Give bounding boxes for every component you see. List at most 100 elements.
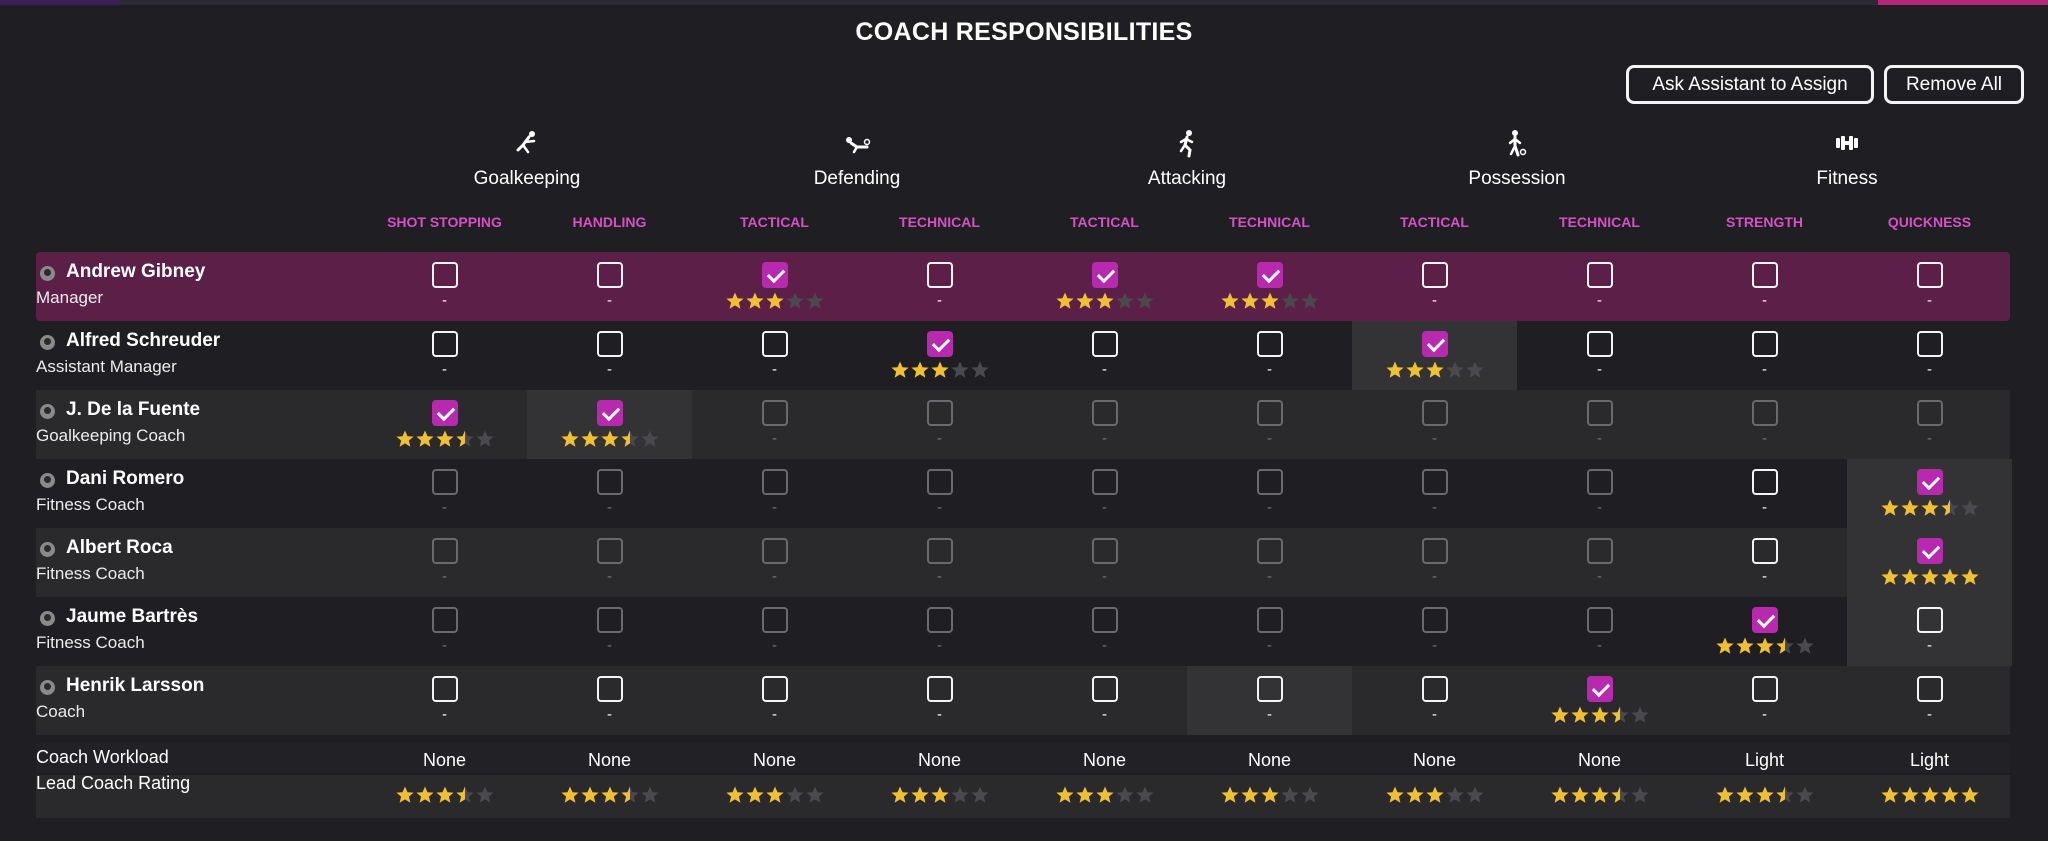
no-rating-dash: -	[1762, 361, 1767, 378]
subcategory-header[interactable]: TACTICAL	[1070, 214, 1139, 230]
responsibility-checkbox[interactable]	[1092, 262, 1118, 288]
coach-role: Fitness Coach	[36, 495, 145, 514]
responsibility-checkbox[interactable]	[1752, 331, 1778, 357]
responsibility-checkbox[interactable]	[927, 262, 953, 288]
responsibility-checkbox[interactable]	[1422, 400, 1448, 426]
responsibility-checkbox[interactable]	[927, 469, 953, 495]
responsibility-checkbox[interactable]	[1917, 400, 1943, 426]
responsibility-checkbox[interactable]	[1752, 262, 1778, 288]
responsibility-checkbox[interactable]	[432, 607, 458, 633]
responsibility-checkbox[interactable]	[927, 538, 953, 564]
subcategory-header[interactable]: SHOT STOPPING	[387, 214, 502, 230]
responsibility-checkbox[interactable]	[1257, 262, 1283, 288]
star-icon	[725, 785, 745, 805]
responsibility-checkbox[interactable]	[1587, 607, 1613, 633]
subcategory-header[interactable]: HANDLING	[572, 214, 647, 230]
responsibility-checkbox[interactable]	[1257, 469, 1283, 495]
subcategory-header[interactable]: TECHNICAL	[899, 214, 980, 230]
star-icon	[745, 785, 765, 805]
responsibility-checkbox[interactable]	[1257, 400, 1283, 426]
coach-name[interactable]: Jaume Bartrès	[66, 606, 199, 627]
subcategory-header[interactable]: QUICKNESS	[1887, 214, 1972, 230]
responsibility-checkbox[interactable]	[1587, 262, 1613, 288]
responsibility-checkbox[interactable]	[1917, 676, 1943, 702]
responsibility-checkbox[interactable]	[1587, 469, 1613, 495]
star-icon	[1920, 498, 1940, 518]
responsibility-checkbox[interactable]	[1752, 538, 1778, 564]
responsibility-cell: -	[1352, 390, 1517, 459]
responsibility-checkbox[interactable]	[927, 331, 953, 357]
responsibility-checkbox[interactable]	[1752, 469, 1778, 495]
responsibility-checkbox[interactable]	[597, 676, 623, 702]
responsibility-checkbox[interactable]	[597, 469, 623, 495]
responsibility-checkbox[interactable]	[1422, 676, 1448, 702]
responsibility-checkbox[interactable]	[432, 262, 458, 288]
responsibility-checkbox[interactable]	[1092, 400, 1118, 426]
responsibility-checkbox[interactable]	[597, 262, 623, 288]
coach-name[interactable]: Dani Romero	[66, 468, 185, 489]
responsibility-checkbox[interactable]	[1092, 538, 1118, 564]
responsibility-checkbox[interactable]	[1422, 607, 1448, 633]
responsibility-checkbox[interactable]	[1422, 538, 1448, 564]
responsibility-checkbox[interactable]	[1422, 262, 1448, 288]
responsibility-checkbox[interactable]	[432, 469, 458, 495]
coach-name[interactable]: Henrik Larsson	[66, 675, 205, 696]
responsibility-checkbox[interactable]	[1422, 331, 1448, 357]
responsibility-checkbox[interactable]	[1422, 469, 1448, 495]
responsibility-checkbox[interactable]	[1917, 262, 1943, 288]
responsibility-checkbox[interactable]	[762, 262, 788, 288]
responsibility-checkbox[interactable]	[1917, 538, 1943, 564]
responsibility-checkbox[interactable]	[597, 538, 623, 564]
coach-name[interactable]: J. De la Fuente	[66, 399, 201, 420]
responsibility-checkbox[interactable]	[432, 676, 458, 702]
responsibility-checkbox[interactable]	[1257, 538, 1283, 564]
responsibility-checkbox[interactable]	[1092, 469, 1118, 495]
responsibility-checkbox[interactable]	[762, 538, 788, 564]
empty-star-icon	[1960, 498, 1980, 518]
responsibility-checkbox[interactable]	[432, 538, 458, 564]
responsibility-checkbox[interactable]	[1092, 331, 1118, 357]
subcategory-header[interactable]: TECHNICAL	[1229, 214, 1310, 230]
responsibility-checkbox[interactable]	[432, 400, 458, 426]
subcategory-header[interactable]: STRENGTH	[1726, 214, 1803, 230]
responsibility-checkbox[interactable]	[597, 331, 623, 357]
responsibility-checkbox[interactable]	[1752, 676, 1778, 702]
responsibility-checkbox[interactable]	[762, 676, 788, 702]
ask-assistant-assign-button[interactable]: Ask Assistant to Assign	[1626, 65, 1874, 104]
responsibility-checkbox[interactable]	[1257, 607, 1283, 633]
responsibility-checkbox[interactable]	[762, 607, 788, 633]
responsibility-checkbox[interactable]	[762, 400, 788, 426]
responsibility-checkbox[interactable]	[1917, 331, 1943, 357]
remove-all-button[interactable]: Remove All	[1884, 65, 2024, 104]
responsibility-checkbox[interactable]	[1587, 331, 1613, 357]
responsibility-checkbox[interactable]	[1587, 400, 1613, 426]
star-icon	[1900, 785, 1920, 805]
responsibility-checkbox[interactable]	[1257, 331, 1283, 357]
responsibility-checkbox[interactable]	[1752, 607, 1778, 633]
responsibility-checkbox[interactable]	[597, 607, 623, 633]
responsibility-checkbox[interactable]	[597, 400, 623, 426]
coach-name[interactable]: Albert Roca	[66, 537, 173, 558]
responsibility-checkbox[interactable]	[1752, 400, 1778, 426]
subcategory-header[interactable]: TACTICAL	[740, 214, 809, 230]
subcategory-header[interactable]: TACTICAL	[1400, 214, 1469, 230]
responsibility-checkbox[interactable]	[762, 469, 788, 495]
responsibility-checkbox[interactable]	[432, 331, 458, 357]
no-rating-dash: -	[607, 568, 612, 585]
responsibility-checkbox[interactable]	[927, 400, 953, 426]
responsibility-checkbox[interactable]	[1092, 676, 1118, 702]
coach-name[interactable]: Alfred Schreuder	[66, 330, 221, 351]
star-icon	[1240, 785, 1260, 805]
responsibility-checkbox[interactable]	[1587, 676, 1613, 702]
responsibility-checkbox[interactable]	[762, 331, 788, 357]
responsibility-checkbox[interactable]	[927, 607, 953, 633]
responsibility-cell: -	[1847, 666, 2012, 735]
coach-name[interactable]: Andrew Gibney	[66, 261, 206, 282]
responsibility-checkbox[interactable]	[927, 676, 953, 702]
subcategory-header[interactable]: TECHNICAL	[1559, 214, 1640, 230]
responsibility-checkbox[interactable]	[1257, 676, 1283, 702]
responsibility-checkbox[interactable]	[1917, 469, 1943, 495]
responsibility-checkbox[interactable]	[1917, 607, 1943, 633]
responsibility-checkbox[interactable]	[1587, 538, 1613, 564]
responsibility-checkbox[interactable]	[1092, 607, 1118, 633]
